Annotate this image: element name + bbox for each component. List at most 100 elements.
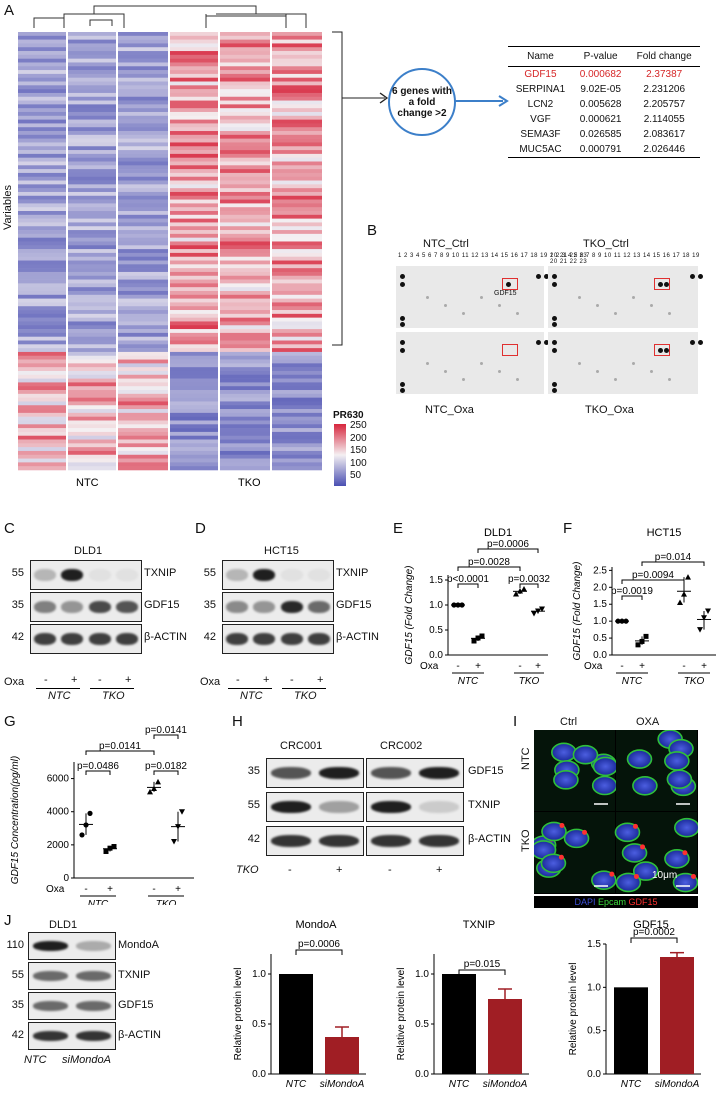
gene-row: SERPINA1 9.02E-05 2.231206 <box>508 82 700 97</box>
heatmap-cell <box>272 43 322 48</box>
heatmap-cell <box>18 100 66 105</box>
gene-cell-p: 0.000791 <box>579 144 622 155</box>
gdf15-highlight-box <box>502 278 518 290</box>
heatmap-cell <box>272 439 322 444</box>
heatmap-cell <box>170 409 218 414</box>
heatmap-cell <box>118 180 168 185</box>
heatmap-cell <box>68 275 116 280</box>
data-point <box>107 845 113 851</box>
heatmap-cell <box>272 58 322 63</box>
heatmap-cell <box>68 32 116 37</box>
y-tick-label: 0.5 <box>429 625 443 636</box>
data-point <box>531 611 537 617</box>
heatmap-cell <box>18 390 66 395</box>
heatmap-cell <box>170 386 218 391</box>
heatmap-cell <box>220 123 270 128</box>
heatmap-cell <box>170 306 218 311</box>
blot-band <box>280 568 303 582</box>
heatmap-cell <box>220 321 270 326</box>
treat-sign: - <box>98 674 102 686</box>
heatmap-cell <box>220 184 270 189</box>
blot-mw: 42 <box>11 631 24 643</box>
heatmap-cell <box>170 211 218 216</box>
heatmap-cell <box>272 325 322 330</box>
heatmap-cell <box>272 237 322 242</box>
heatmap-cell <box>68 203 116 208</box>
heatmap-cell <box>220 153 270 158</box>
array-faint-spot <box>650 370 653 373</box>
array-faint-spot <box>498 370 501 373</box>
heatmap-cell <box>18 275 66 280</box>
heatmap-cell <box>18 70 66 75</box>
heatmap-cell <box>18 150 66 155</box>
if-nucleus <box>591 775 618 796</box>
heatmap-cell <box>18 393 66 398</box>
heatmap-cell <box>18 344 66 349</box>
gene-cell-fc: 2.231206 <box>643 84 686 95</box>
heatmap-cell <box>118 450 168 456</box>
heatmap-cell <box>18 115 66 120</box>
heatmap-cell <box>68 428 116 433</box>
heatmap-cell <box>220 370 270 376</box>
blot-band <box>419 835 459 847</box>
heatmap-cell <box>170 157 218 162</box>
heatmap-cell <box>118 252 168 258</box>
heatmap-cell <box>118 370 168 376</box>
heatmap-cell <box>170 454 218 459</box>
if-nucleus <box>632 861 659 881</box>
heatmap-cell <box>170 290 218 296</box>
array-faint-spot <box>498 304 501 307</box>
blot-band <box>225 632 248 646</box>
data-point <box>111 844 117 850</box>
heatmap-cell <box>118 54 168 59</box>
group-label: TKO <box>102 690 125 702</box>
gdf15-highlight-box <box>654 344 670 356</box>
blot-c: 55 TXNIP 35 GDF15 42 β-ACTIN Oxa - + - + NTC TKO <box>0 560 187 702</box>
heatmap-cell <box>272 260 322 265</box>
heatmap-cell <box>272 218 322 223</box>
y-tick-label: 6000 <box>47 774 70 785</box>
bar <box>325 1037 359 1074</box>
heatmap-cell <box>170 51 218 56</box>
heatmap-cell <box>272 47 322 52</box>
heatmap-cell <box>220 268 270 273</box>
heatmap-cell <box>170 100 218 105</box>
treat-sign: + <box>71 674 78 686</box>
group-label: NTC <box>240 690 263 702</box>
heatmap-cell <box>18 450 66 456</box>
heatmap-cell <box>170 344 218 349</box>
heatmap-cell <box>170 367 218 372</box>
sig-bracket <box>641 561 705 566</box>
blot-band <box>33 568 56 582</box>
heatmap-cell <box>68 111 116 117</box>
if-nucleus <box>541 821 567 842</box>
heatmap-cell <box>220 203 270 208</box>
heatmap-cell <box>18 146 66 151</box>
bar-mondoa: MondoA 0.0 0.5 1.0 Relative protein level NTC… <box>233 919 366 1090</box>
heatmap-cell <box>220 462 270 467</box>
heatmap-cell <box>118 260 168 265</box>
heatmap-cell <box>18 416 66 421</box>
heatmap-cell <box>118 153 168 158</box>
blot-band <box>76 941 111 951</box>
heatmap-cell <box>170 412 218 417</box>
heatmap-cell <box>68 241 116 246</box>
heatmap-cell <box>220 73 270 79</box>
array-spot <box>664 282 669 287</box>
heatmap-cell <box>272 386 322 391</box>
data-point <box>539 606 545 612</box>
blot-band <box>33 1031 68 1041</box>
heatmap-cell <box>68 115 116 120</box>
y-tick-label: 0.0 <box>415 1069 429 1080</box>
heatmap-cell <box>170 161 218 166</box>
p-value: p=0.014 <box>655 552 692 563</box>
heatmap-cell <box>170 85 218 90</box>
heatmap-cell <box>272 329 322 334</box>
heatmap-cell <box>118 58 168 63</box>
heatmap-cell <box>272 131 322 136</box>
heatmap-cell <box>272 226 322 231</box>
array-spot <box>552 316 557 321</box>
heatmap-cell <box>272 123 322 128</box>
array-spot <box>544 274 549 279</box>
heatmap-cell <box>68 218 116 223</box>
